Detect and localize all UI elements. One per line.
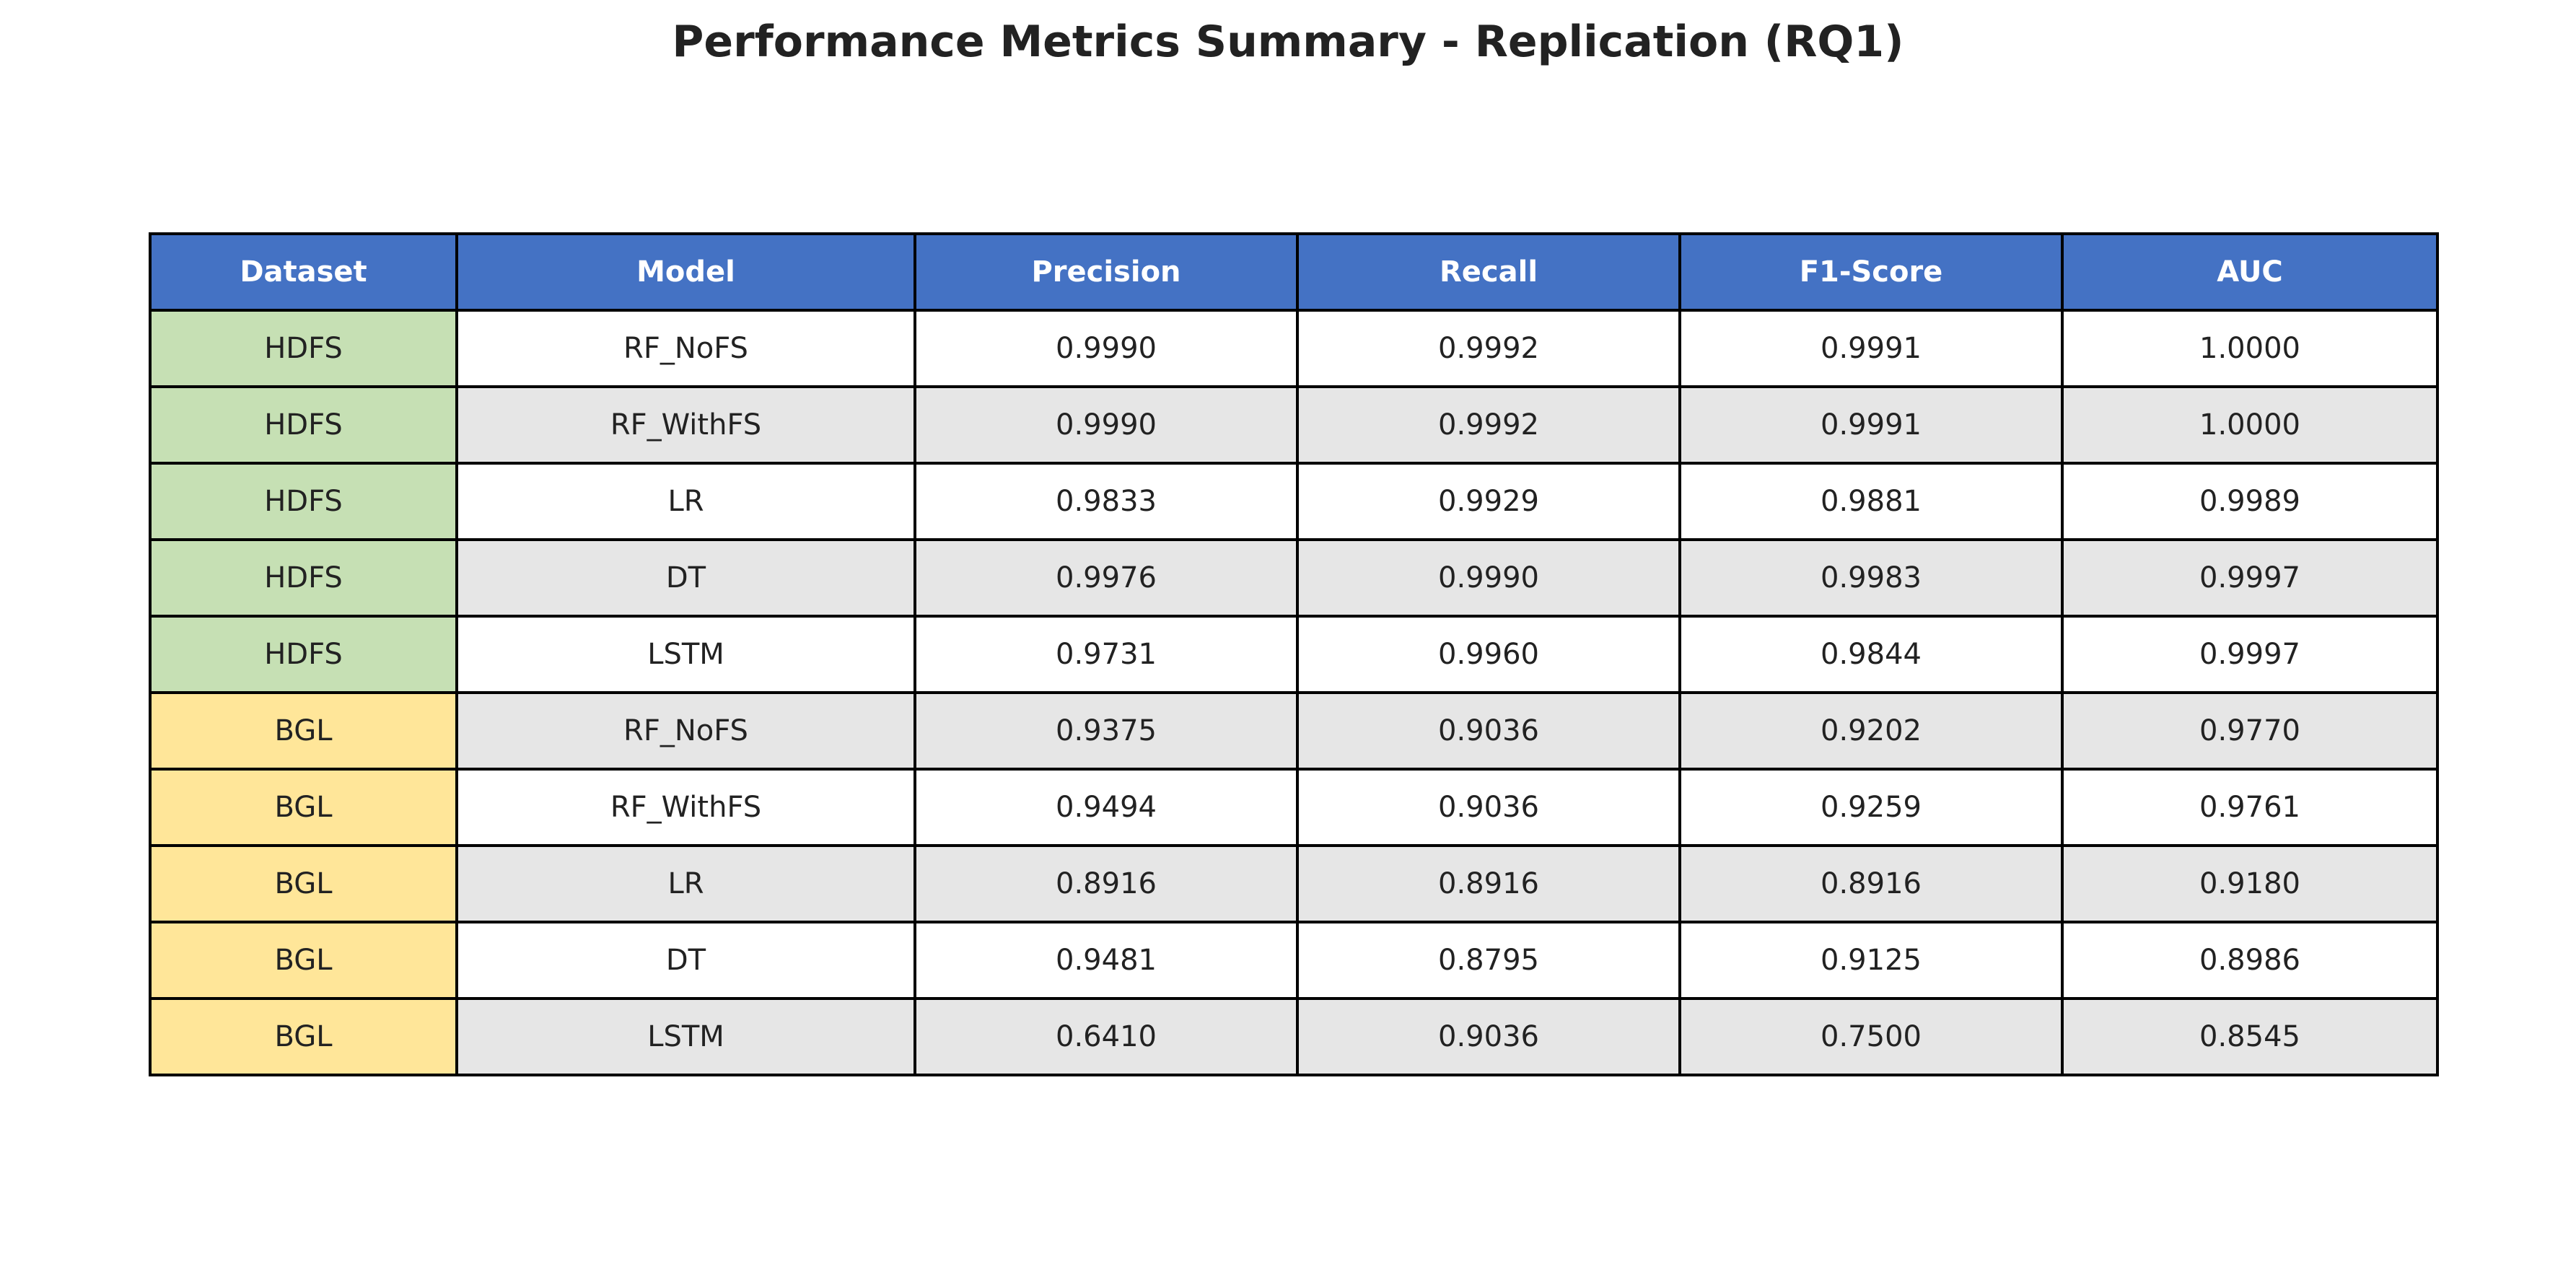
table-row: HDFS RF_NoFS 0.9990 0.9992 0.9991 1.0000 <box>149 309 2439 388</box>
recall-cell: 0.9036 <box>1296 997 1681 1076</box>
table-row: HDFS LSTM 0.9731 0.9960 0.9844 0.9997 <box>149 615 2439 694</box>
f1-score-cell: 0.9125 <box>1678 921 2064 1000</box>
auc-cell: 0.9761 <box>2061 768 2439 847</box>
auc-cell: 1.0000 <box>2061 385 2439 465</box>
precision-cell: 0.8916 <box>914 844 1299 923</box>
model-cell: LSTM <box>455 615 916 694</box>
header-model: Model <box>455 232 916 312</box>
f1-score-cell: 0.9991 <box>1678 385 2064 465</box>
dataset-cell: BGL <box>149 921 458 1000</box>
model-cell: RF_NoFS <box>455 309 916 388</box>
auc-cell: 0.9997 <box>2061 615 2439 694</box>
model-cell: LSTM <box>455 997 916 1076</box>
recall-cell: 0.8795 <box>1296 921 1681 1000</box>
dataset-cell: HDFS <box>149 615 458 694</box>
header-dataset: Dataset <box>149 232 458 312</box>
model-cell: LR <box>455 462 916 541</box>
auc-cell: 0.8545 <box>2061 997 2439 1076</box>
auc-cell: 0.9770 <box>2061 691 2439 771</box>
model-cell: RF_WithFS <box>455 385 916 465</box>
precision-cell: 0.9990 <box>914 309 1299 388</box>
precision-cell: 0.9375 <box>914 691 1299 771</box>
recall-cell: 0.9036 <box>1296 768 1681 847</box>
recall-cell: 0.8916 <box>1296 844 1681 923</box>
model-cell: RF_WithFS <box>455 768 916 847</box>
recall-cell: 0.9929 <box>1296 462 1681 541</box>
header-f1-score: F1-Score <box>1678 232 2064 312</box>
f1-score-cell: 0.7500 <box>1678 997 2064 1076</box>
chart-title: Performance Metrics Summary - Replicatio… <box>672 17 1904 67</box>
dataset-cell: HDFS <box>149 462 458 541</box>
auc-cell: 0.9989 <box>2061 462 2439 541</box>
precision-cell: 0.9976 <box>914 538 1299 618</box>
f1-score-cell: 0.9844 <box>1678 615 2064 694</box>
table-row: BGL DT 0.9481 0.8795 0.9125 0.8986 <box>149 921 2439 1000</box>
f1-score-cell: 0.9991 <box>1678 309 2064 388</box>
dataset-cell: BGL <box>149 844 458 923</box>
f1-score-cell: 0.9202 <box>1678 691 2064 771</box>
f1-score-cell: 0.9881 <box>1678 462 2064 541</box>
auc-cell: 0.9180 <box>2061 844 2439 923</box>
recall-cell: 0.9992 <box>1296 309 1681 388</box>
model-cell: RF_NoFS <box>455 691 916 771</box>
metrics-table: Dataset Model Precision Recall F1-Score … <box>149 232 2439 1076</box>
dataset-cell: HDFS <box>149 309 458 388</box>
precision-cell: 0.9731 <box>914 615 1299 694</box>
table-body: HDFS RF_NoFS 0.9990 0.9992 0.9991 1.0000 HDFS R… <box>149 309 2439 1076</box>
recall-cell: 0.9960 <box>1296 615 1681 694</box>
recall-cell: 0.9992 <box>1296 385 1681 465</box>
precision-cell: 0.6410 <box>914 997 1299 1076</box>
precision-cell: 0.9990 <box>914 385 1299 465</box>
recall-cell: 0.9990 <box>1296 538 1681 618</box>
table-row: HDFS LR 0.9833 0.9929 0.9881 0.9989 <box>149 462 2439 541</box>
model-cell: DT <box>455 921 916 1000</box>
dataset-cell: BGL <box>149 997 458 1076</box>
auc-cell: 1.0000 <box>2061 309 2439 388</box>
model-cell: LR <box>455 844 916 923</box>
table-row: BGL LSTM 0.6410 0.9036 0.7500 0.8545 <box>149 997 2439 1076</box>
dataset-cell: BGL <box>149 691 458 771</box>
header-recall: Recall <box>1296 232 1681 312</box>
precision-cell: 0.9833 <box>914 462 1299 541</box>
auc-cell: 0.8986 <box>2061 921 2439 1000</box>
table-row: HDFS DT 0.9976 0.9990 0.9983 0.9997 <box>149 538 2439 618</box>
f1-score-cell: 0.8916 <box>1678 844 2064 923</box>
table-row: BGL LR 0.8916 0.8916 0.8916 0.9180 <box>149 844 2439 923</box>
table-row: BGL RF_NoFS 0.9375 0.9036 0.9202 0.9770 <box>149 691 2439 771</box>
dataset-cell: BGL <box>149 768 458 847</box>
header-precision: Precision <box>914 232 1299 312</box>
recall-cell: 0.9036 <box>1296 691 1681 771</box>
precision-cell: 0.9481 <box>914 921 1299 1000</box>
precision-cell: 0.9494 <box>914 768 1299 847</box>
header-row: Dataset Model Precision Recall F1-Score … <box>149 232 2439 312</box>
dataset-cell: HDFS <box>149 385 458 465</box>
header-auc: AUC <box>2061 232 2439 312</box>
f1-score-cell: 0.9983 <box>1678 538 2064 618</box>
f1-score-cell: 0.9259 <box>1678 768 2064 847</box>
table-row: HDFS RF_WithFS 0.9990 0.9992 0.9991 1.0000 <box>149 385 2439 465</box>
table-row: BGL RF_WithFS 0.9494 0.9036 0.9259 0.9761 <box>149 768 2439 847</box>
model-cell: DT <box>455 538 916 618</box>
auc-cell: 0.9997 <box>2061 538 2439 618</box>
dataset-cell: HDFS <box>149 538 458 618</box>
